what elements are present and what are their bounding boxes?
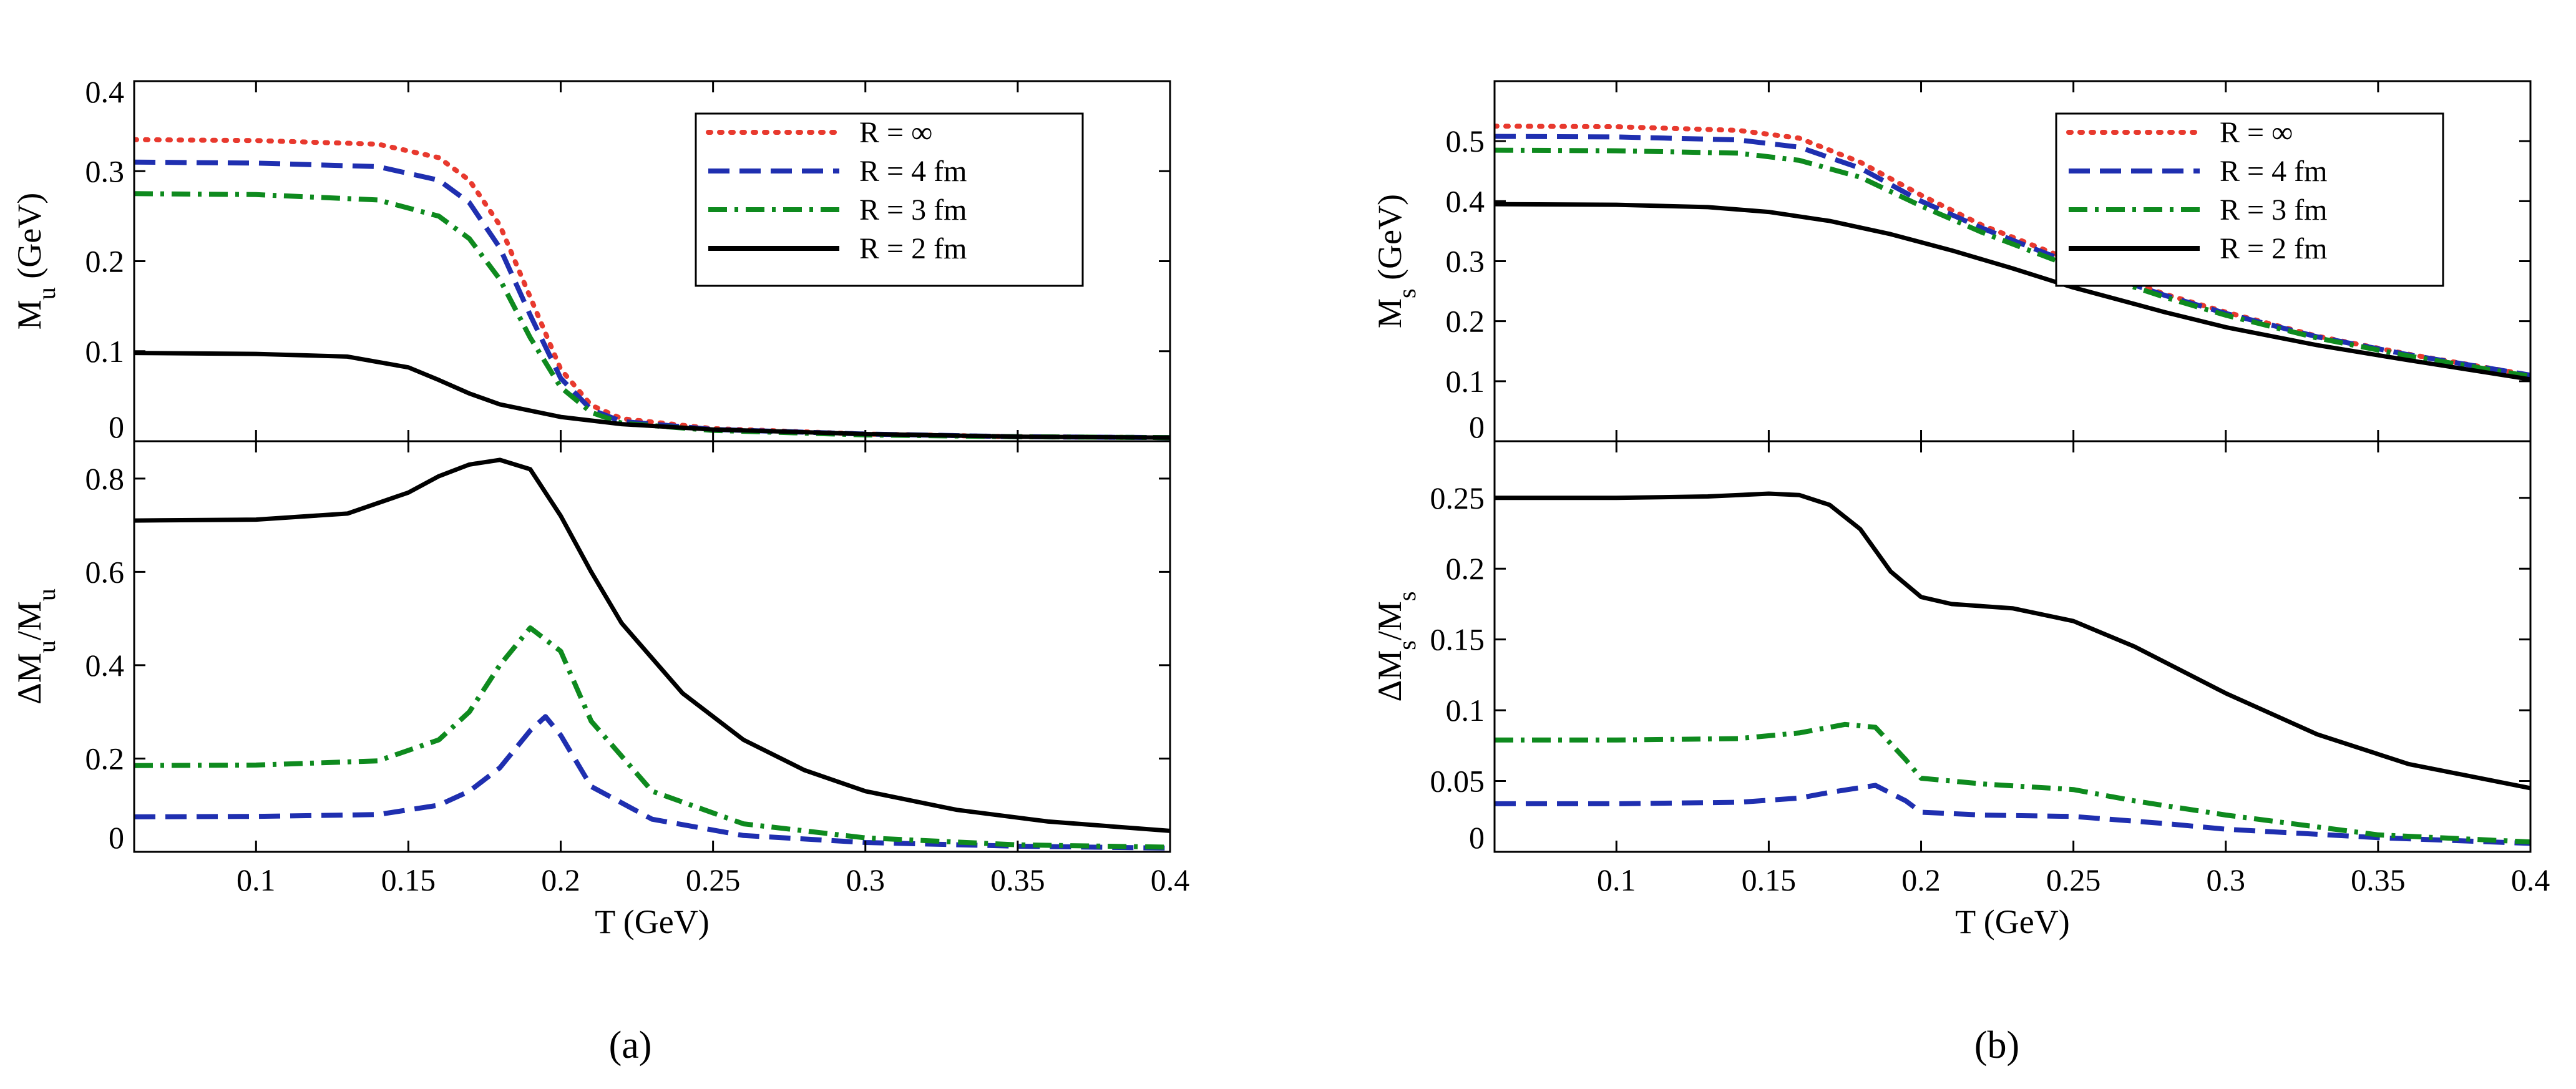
x-tick-label: 0.4: [1151, 862, 1190, 897]
x-axis-title: T (GeV): [1955, 903, 2069, 940]
series-line-r-3-fm: [1495, 147, 2530, 379]
y-tick-label: 0.05: [1430, 764, 1485, 799]
series-group: [1495, 491, 2530, 846]
chart-b-top: 00.10.20.30.40.5Ms (GeV)R = ∞R = 4 fmR =…: [1371, 80, 2532, 444]
series-group: [134, 457, 1170, 851]
plot-frame: [133, 440, 1171, 853]
series-line-r-2-fm: [1495, 202, 2530, 382]
x-tick-label: 0.2: [1901, 862, 1941, 897]
chart-b-bottom: 0 0.05 0.1 0.15 0.2 0.25 0.1 0.15 0.2 0.25 0.3 0.35…: [1371, 440, 2550, 940]
y-tick-label: 0: [109, 820, 124, 855]
series-line-r-2-fm: [134, 351, 1170, 440]
legend-label: R = 4 fm: [2220, 155, 2327, 188]
caption-b: (b): [1974, 1024, 2019, 1067]
y-tick-label: 0: [109, 409, 124, 444]
y-tick-label: 0.2: [1446, 304, 1485, 339]
x-tick-label: 0.35: [2351, 862, 2406, 897]
y-tick-label: 0.25: [1430, 481, 1485, 515]
series-line-r-: [1495, 124, 2530, 378]
series-line-r-3-fm: [134, 625, 1170, 850]
x-tick-label: 0.25: [686, 862, 741, 897]
x-tick-label: 0.35: [990, 862, 1045, 897]
legend-label: R = 4 fm: [859, 155, 967, 188]
chart-a-top: 0 0.1 0.2 0.3 0.4 Mu (GeV) R = ∞ R = 4 fm R = 3 …: [11, 74, 1171, 444]
x-tick-label: 0.1: [237, 862, 276, 897]
x-axis-title: T (GeV): [595, 903, 709, 940]
y-tick-label: 0.2: [1446, 551, 1485, 586]
panel-a: 0 0.1 0.2 0.3 0.4 Mu (GeV) R = ∞ R = 4 fm R = 3 …: [11, 74, 1189, 940]
legend-box: [695, 112, 1084, 287]
legend-label: R = ∞: [859, 116, 932, 149]
y-tick-label: 0.2: [85, 741, 125, 776]
legend-label: R = 2 fm: [2220, 232, 2327, 265]
series-line-r-4-fm: [134, 159, 1170, 441]
x-tick-label: 0.25: [2046, 862, 2101, 897]
y-tick-label: 0.8: [85, 461, 125, 496]
legend: R = ∞ R = 4 fm R = 3 fm R = 2 fm: [2055, 112, 2444, 287]
y-tick-label: 0.1: [1446, 693, 1485, 728]
y-tick-label: 0.1: [1446, 364, 1485, 399]
y-tick-label: 0.15: [1430, 622, 1485, 657]
y-tick-label: 0.4: [85, 74, 125, 109]
x-tick-label: 0.15: [381, 862, 436, 897]
x-tick-label: 0.4: [2511, 862, 2550, 897]
y-tick-label: 0.3: [1446, 244, 1485, 279]
series-line-r-2-fm: [1495, 491, 2530, 791]
y-tick-label: 0.2: [85, 244, 125, 279]
series-line-r-3-fm: [134, 191, 1170, 441]
legend-label: R = ∞: [2220, 116, 2293, 149]
y-tick-label: 0: [1469, 820, 1485, 855]
y-tick-label: 0.3: [85, 154, 125, 188]
y-tick-label: 0.1: [85, 334, 125, 369]
x-tick-label: 0.3: [2207, 862, 2246, 897]
y-axis-title: Mu (GeV): [11, 193, 61, 330]
caption-a: (a): [609, 1024, 652, 1067]
panel-b: 00.10.20.30.40.5Ms (GeV)R = ∞R = 4 fmR =…: [1371, 80, 2550, 940]
x-tick-label: 0.15: [1742, 862, 1797, 897]
chart-a-bottom: 0 0.2 0.4 0.6 0.8 0.1 0.15 0.2 0.25 0.3 0.35 0.4 T (…: [11, 440, 1190, 940]
y-tick-label: 0.4: [85, 648, 125, 683]
series-line-r-4-fm: [1495, 783, 2530, 846]
series-line-r-2-fm: [134, 457, 1170, 833]
y-tick-label: 0.4: [1446, 183, 1485, 218]
legend-label: R = 3 fm: [859, 193, 967, 227]
plot-frame: [1493, 440, 2532, 853]
series-line-r-4-fm: [134, 714, 1170, 851]
x-tick-label: 0.1: [1597, 862, 1636, 897]
y-axis-title: ΔMu/Mu: [11, 588, 61, 705]
x-tick-label: 0.2: [541, 862, 580, 897]
y-axis-title: ΔMs/Ms: [1371, 592, 1421, 702]
y-axis-title: Ms (GeV): [1371, 194, 1421, 328]
y-tick-label: 0.5: [1446, 124, 1485, 159]
legend-box: [2055, 112, 2444, 287]
series-group: [1495, 124, 2530, 382]
y-tick-label: 0: [1469, 409, 1485, 444]
y-tick-label: 0.6: [85, 554, 125, 589]
legend-label: R = 3 fm: [2220, 193, 2327, 227]
series-line-r-3-fm: [1495, 721, 2530, 845]
legend: R = ∞ R = 4 fm R = 3 fm R = 2 fm: [695, 112, 1084, 287]
x-tick-label: 0.3: [846, 862, 886, 897]
legend-label: R = 2 fm: [859, 232, 967, 265]
